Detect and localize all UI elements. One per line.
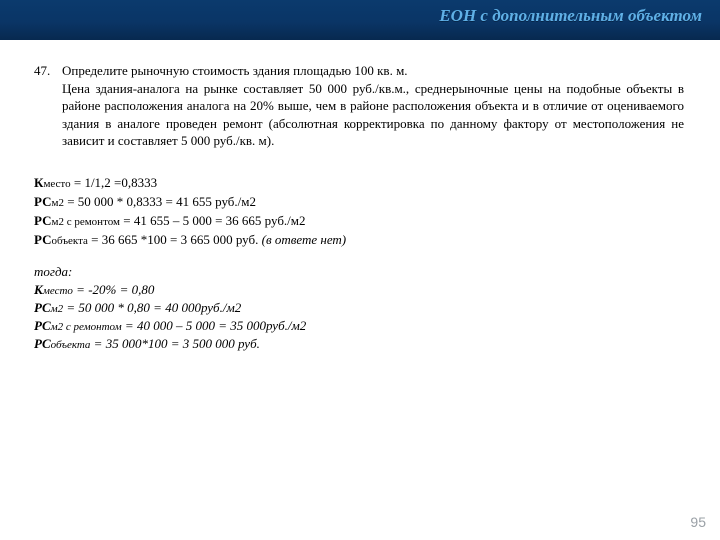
calc2-l1-sub: место xyxy=(43,285,73,297)
calc2-l4-rest: = 35 000*100 = 3 500 000 руб. xyxy=(90,336,259,351)
calc1-l1-sub: место xyxy=(43,178,70,190)
calc1-l2-sub: м2 xyxy=(52,197,64,209)
problem-paragraph: Цена здания-аналога на рынке составляет … xyxy=(62,81,684,149)
calculation-block-1: Кместо = 1/1,2 =0,8333 РСм2 = 50 000 * 0… xyxy=(34,174,684,250)
calc1-l4-rest: = 36 665 *100 = 3 665 000 руб. xyxy=(88,232,262,247)
calc1-l4-note: (в ответе нет) xyxy=(262,232,347,247)
calc1-l3-rest: = 41 655 – 5 000 = 36 665 руб./м2 xyxy=(120,213,306,228)
calc1-line4: РСобъекта = 36 665 *100 = 3 665 000 руб.… xyxy=(34,231,684,250)
calc1-l4-label: РС xyxy=(34,232,52,247)
calc2-heading: тогда: xyxy=(34,263,684,281)
calculation-block-2: тогда: Кместо = -20% = 0,80 РСм2 = 50 00… xyxy=(34,263,684,352)
calc2-l1-label: К xyxy=(34,282,43,297)
calc2-line4: РСобъекта = 35 000*100 = 3 500 000 руб. xyxy=(34,335,684,353)
calc1-l3-sub: м2 с ремонтом xyxy=(52,216,121,228)
title-band: ЕОН с дополнительным объектом xyxy=(0,0,720,40)
calc2-line1: Кместо = -20% = 0,80 xyxy=(34,281,684,299)
problem-line1: Определите рыночную стоимость здания пло… xyxy=(62,63,408,78)
calc2-l3-rest: = 40 000 – 5 000 = 35 000руб./м2 xyxy=(122,318,307,333)
calc1-l2-rest: = 50 000 * 0,8333 = 41 655 руб./м2 xyxy=(64,194,256,209)
problem-number: 47. xyxy=(34,62,62,150)
problem-body: Определите рыночную стоимость здания пло… xyxy=(62,62,684,150)
calc2-l3-label: РС xyxy=(34,318,51,333)
calc1-line2: РСм2 = 50 000 * 0,8333 = 41 655 руб./м2 xyxy=(34,193,684,212)
calc1-line1: Кместо = 1/1,2 =0,8333 xyxy=(34,174,684,193)
calc1-l3-label: РС xyxy=(34,213,52,228)
calc2-line2: РСм2 = 50 000 * 0,80 = 40 000руб./м2 xyxy=(34,299,684,317)
calc2-l3-sub: м2 с ремонтом xyxy=(51,321,122,333)
calc1-l4-sub: объекта xyxy=(52,235,88,247)
calc2-l4-label: РС xyxy=(34,336,51,351)
calc1-l1-rest: = 1/1,2 =0,8333 xyxy=(71,175,158,190)
calc2-l2-sub: м2 xyxy=(51,303,64,315)
calc1-l2-label: РС xyxy=(34,194,52,209)
page-number: 95 xyxy=(690,514,706,530)
calc2-line3: РСм2 с ремонтом = 40 000 – 5 000 = 35 00… xyxy=(34,317,684,335)
calc2-l2-rest: = 50 000 * 0,80 = 40 000руб./м2 xyxy=(63,300,241,315)
calc2-l1-rest: = -20% = 0,80 xyxy=(73,282,154,297)
calc2-l4-sub: объекта xyxy=(51,339,91,351)
calc1-line3: РСм2 с ремонтом = 41 655 – 5 000 = 36 66… xyxy=(34,212,684,231)
content-area: 47. Определите рыночную стоимость здания… xyxy=(0,40,720,352)
problem-47: 47. Определите рыночную стоимость здания… xyxy=(34,62,684,150)
calc2-l2-label: РС xyxy=(34,300,51,315)
page-title: ЕОН с дополнительным объектом xyxy=(439,6,702,26)
